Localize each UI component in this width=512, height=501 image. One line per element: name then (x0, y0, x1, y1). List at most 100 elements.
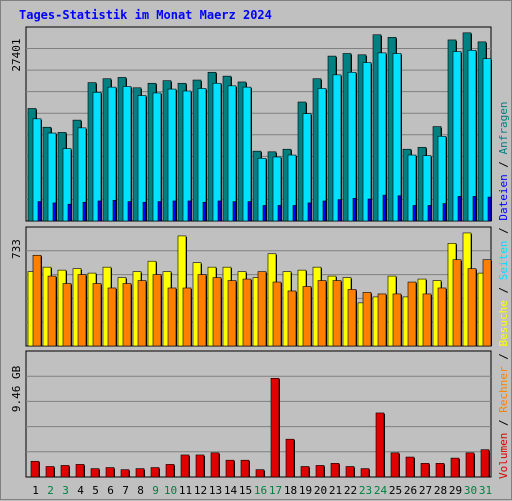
bar-rechner-day-15 (242, 278, 252, 347)
bar-dateien-day-4 (82, 201, 87, 222)
bar-volumen-day-2 (45, 466, 55, 478)
x-tick-label: 6 (107, 484, 114, 497)
bar-volumen-day-8 (135, 468, 145, 478)
bar-volumen-day-16 (255, 469, 265, 478)
bar-rechner-day-5 (92, 283, 102, 347)
y-tick-label-visits_hosts: 733 (10, 239, 23, 259)
bar-dateien-day-27 (427, 205, 432, 222)
bar-rechner-day-12 (197, 274, 207, 347)
x-tick-label: 25 (389, 484, 402, 497)
x-tick-label: 13 (209, 484, 222, 497)
x-tick-label: 31 (479, 484, 492, 497)
bar-seiten-day-14 (227, 85, 237, 222)
bar-dateien-day-15 (247, 201, 252, 222)
bar-dateien-day-25 (397, 195, 402, 222)
bar-seiten-day-13 (212, 82, 222, 222)
x-tick-label: 9 (152, 484, 159, 497)
bar-dateien-day-8 (142, 201, 147, 222)
bar-rechner-day-6 (107, 287, 117, 347)
legend-separator: / (497, 221, 510, 241)
bar-dateien-day-26 (412, 205, 417, 222)
bar-seiten-day-12 (197, 88, 207, 222)
bar-dateien-day-13 (217, 200, 222, 222)
x-tick-label: 27 (419, 484, 432, 497)
bar-rechner-day-2 (47, 275, 57, 347)
bar-rechner-day-1 (32, 254, 42, 347)
x-tick-label: 7 (122, 484, 129, 497)
bar-seiten-day-30 (467, 49, 477, 222)
bar-volumen-day-4 (75, 464, 85, 478)
bar-rechner-day-7 (122, 283, 132, 347)
bar-volumen-day-23 (360, 468, 370, 478)
x-tick-label: 19 (299, 484, 312, 497)
bar-seiten-day-2 (47, 132, 57, 222)
bar-volumen-day-27 (420, 463, 430, 478)
legend-item-seiten: Seiten (497, 241, 510, 281)
x-tick-label: 14 (224, 484, 238, 497)
bar-rechner-day-21 (332, 280, 342, 347)
x-tick-label: 11 (179, 484, 192, 497)
bar-seiten-day-16 (257, 157, 267, 222)
x-tick-label: 21 (329, 484, 342, 497)
bar-seiten-day-11 (182, 90, 192, 222)
bar-dateien-day-10 (172, 200, 177, 222)
bar-rechner-day-26 (407, 281, 417, 347)
x-tick-label: 17 (269, 484, 282, 497)
bar-dateien-day-30 (472, 196, 477, 222)
bar-seiten-day-15 (242, 86, 252, 222)
bar-seiten-day-10 (167, 88, 177, 222)
bar-seiten-day-23 (362, 62, 372, 222)
bar-rechner-day-8 (137, 280, 147, 347)
bar-dateien-day-21 (337, 199, 342, 222)
x-tick-label: 8 (137, 484, 144, 497)
bar-volumen-day-20 (315, 465, 325, 478)
bar-seiten-day-19 (302, 113, 312, 222)
bar-volumen-day-30 (465, 452, 475, 478)
bar-volumen-day-28 (435, 463, 445, 478)
chart-title: Tages-Statistik im Monat Maerz 2024 (19, 8, 272, 22)
bar-dateien-day-28 (442, 203, 447, 222)
bar-volumen-day-3 (60, 465, 70, 478)
x-tick-label: 16 (254, 484, 267, 497)
bar-dateien-day-14 (232, 201, 237, 222)
plot-area-volume (25, 350, 492, 478)
bar-volumen-day-24 (375, 412, 385, 478)
bar-volumen-day-19 (300, 466, 310, 478)
bar-rechner-day-30 (467, 268, 477, 347)
bar-dateien-day-24 (382, 194, 387, 222)
bar-dateien-day-5 (97, 200, 102, 222)
x-tick-label: 2 (47, 484, 54, 497)
bar-seiten-day-20 (317, 88, 327, 222)
bar-dateien-day-2 (52, 202, 57, 222)
bar-dateien-day-1 (37, 201, 42, 222)
bar-rechner-day-14 (227, 280, 237, 347)
x-tick-label: 10 (164, 484, 177, 497)
legend-item-rechner: Rechner (497, 366, 510, 413)
bar-seiten-day-1 (32, 118, 42, 222)
bar-volumen-day-10 (165, 464, 175, 478)
bar-volumen-day-1 (30, 460, 40, 478)
bar-dateien-day-3 (67, 203, 72, 222)
legend-item-dateien: Dateien (497, 174, 510, 220)
bar-seiten-day-21 (332, 74, 342, 222)
x-tick-label: 5 (92, 484, 99, 497)
bar-seiten-day-6 (107, 86, 117, 222)
bar-volumen-day-7 (120, 469, 130, 478)
bar-rechner-day-10 (167, 287, 177, 347)
bar-dateien-day-16 (262, 205, 267, 222)
x-tick-label: 12 (194, 484, 207, 497)
bar-dateien-day-7 (127, 201, 132, 222)
bar-volumen-day-21 (330, 463, 340, 478)
bar-volumen-day-31 (480, 449, 490, 478)
bar-volumen-day-15 (240, 459, 250, 478)
bar-dateien-day-9 (157, 201, 162, 222)
bar-rechner-day-31 (482, 259, 492, 347)
bar-volumen-day-9 (150, 467, 160, 478)
x-tick-label: 1 (32, 484, 39, 497)
x-tick-label: 23 (359, 484, 372, 497)
bar-volumen-day-18 (285, 438, 295, 478)
bar-dateien-day-12 (202, 201, 207, 222)
bar-seiten-day-3 (62, 148, 72, 222)
